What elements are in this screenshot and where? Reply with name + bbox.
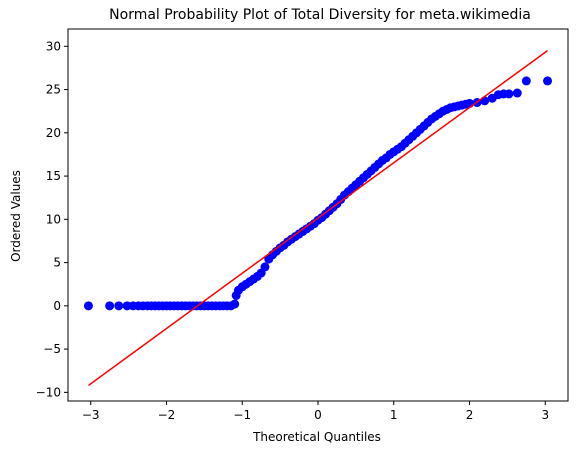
x-axis-label: Theoretical Quantiles xyxy=(252,430,381,444)
y-tick-label: 0 xyxy=(53,299,61,313)
y-axis-label: Ordered Values xyxy=(9,170,23,262)
fit-line xyxy=(88,50,548,387)
y-tick-label: −10 xyxy=(36,385,61,399)
data-point xyxy=(230,299,240,309)
y-ticks: −10 −5 0 5 10 15 20 25 30 xyxy=(36,39,68,399)
x-tick-label: 1 xyxy=(390,408,398,422)
axes-frame xyxy=(67,28,569,402)
data-point xyxy=(260,262,270,272)
chart-title: Normal Probability Plot of Total Diversi… xyxy=(109,7,531,23)
data-point xyxy=(512,88,522,98)
y-tick-label: 15 xyxy=(46,169,61,183)
x-tick-label: 2 xyxy=(466,408,474,422)
data-point xyxy=(543,76,553,86)
y-tick-label: 5 xyxy=(53,256,61,270)
x-tick-label: −1 xyxy=(233,408,251,422)
data-point xyxy=(105,301,115,311)
data-point xyxy=(465,98,475,108)
data-point xyxy=(114,301,124,311)
y-tick-label: 20 xyxy=(46,126,61,140)
x-tick-label: −2 xyxy=(158,408,176,422)
y-tick-label: 10 xyxy=(46,212,61,226)
y-tick-label: −5 xyxy=(43,342,61,356)
data-point xyxy=(504,89,514,99)
fit-line-group xyxy=(88,50,548,387)
x-tick-label: −3 xyxy=(82,408,100,422)
y-tick-label: 30 xyxy=(46,39,61,53)
x-ticks: −3 −2 −1 0 1 2 3 xyxy=(82,401,549,422)
x-tick-label: 3 xyxy=(541,408,549,422)
y-tick-label: 25 xyxy=(46,83,61,97)
x-tick-label: 0 xyxy=(314,408,322,422)
data-point xyxy=(521,76,531,86)
data-points xyxy=(83,76,553,311)
data-point xyxy=(83,301,93,311)
